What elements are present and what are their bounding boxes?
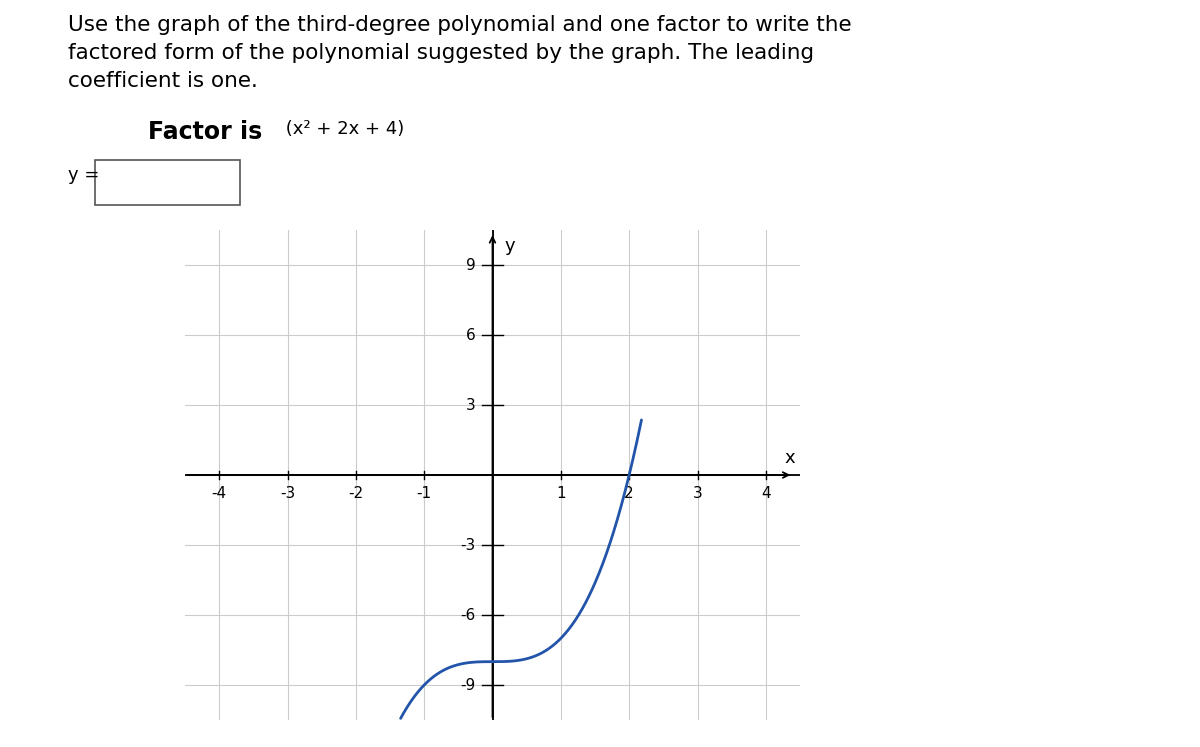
Text: -2: -2	[348, 486, 364, 500]
Text: -9: -9	[460, 678, 475, 692]
Text: x: x	[785, 449, 796, 467]
Text: Use the graph of the third-degree polynomial and one factor to write the
factore: Use the graph of the third-degree polyno…	[68, 15, 852, 91]
Text: y: y	[505, 237, 516, 255]
Text: -3: -3	[280, 486, 295, 500]
Bar	[95, 160, 240, 205]
Text: 9: 9	[466, 258, 475, 273]
Text: (x² + 2x + 4): (x² + 2x + 4)	[280, 120, 404, 138]
Text: 3: 3	[466, 397, 475, 412]
Text: -3: -3	[460, 538, 475, 553]
Text: -6: -6	[460, 607, 475, 622]
Text: 4: 4	[761, 486, 770, 500]
Text: 1: 1	[556, 486, 565, 500]
Text: -1: -1	[416, 486, 432, 500]
Text: 2: 2	[624, 486, 634, 500]
Text: Factor is: Factor is	[148, 120, 263, 144]
Text: y =: y =	[68, 166, 100, 184]
Text: 3: 3	[692, 486, 702, 500]
Text: 6: 6	[466, 327, 475, 343]
Text: -4: -4	[211, 486, 227, 500]
